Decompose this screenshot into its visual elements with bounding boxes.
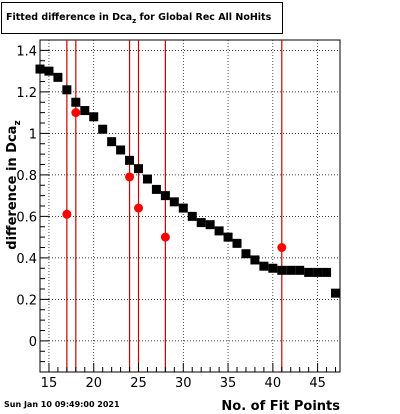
- x-tick-label: 30: [175, 376, 192, 391]
- data-point-square: [53, 72, 63, 82]
- data-point-square: [80, 106, 90, 116]
- y-tick-label: 0.2: [16, 293, 37, 308]
- x-tick-label: 35: [220, 376, 237, 391]
- data-points: [35, 64, 341, 298]
- data-point-square: [44, 66, 54, 76]
- y-tick-label: 0: [29, 335, 37, 350]
- y-tick-label: 1.4: [16, 44, 37, 59]
- data-point-square: [116, 145, 126, 155]
- data-point-square: [187, 211, 197, 221]
- y-axis-label-main: difference in Dca: [5, 126, 20, 250]
- data-point-square: [35, 64, 45, 74]
- data-point-square: [295, 265, 305, 275]
- x-axis-label: No. of Fit Points: [221, 399, 340, 414]
- data-point-square: [259, 261, 269, 271]
- data-point-circle: [125, 172, 135, 182]
- data-point-square: [268, 263, 278, 273]
- data-point-square: [125, 155, 135, 165]
- y-tick-label: 1.2: [16, 86, 37, 101]
- data-point-square: [241, 249, 251, 259]
- data-point-square: [196, 218, 206, 228]
- plot-frame: [39, 39, 341, 373]
- data-point-square: [169, 197, 179, 207]
- data-point-square: [277, 265, 287, 275]
- data-point-circle: [277, 243, 287, 252]
- data-point-square: [151, 184, 161, 194]
- data-point-circle: [62, 209, 72, 219]
- chart-title: Fitted difference in Dcaz for Global Rec…: [6, 12, 271, 25]
- data-point-circle: [160, 232, 170, 242]
- data-point-square: [98, 124, 108, 134]
- data-point-square: [89, 112, 99, 122]
- data-point-square: [331, 288, 341, 298]
- data-point-circle: [71, 108, 81, 118]
- y-tick-label: 1: [29, 127, 37, 142]
- x-tick-label: 45: [309, 376, 326, 391]
- data-point-square: [304, 267, 314, 277]
- data-point-square: [205, 220, 215, 230]
- y-axis-label-subscript: z: [13, 120, 23, 125]
- x-tick-label: 20: [85, 376, 102, 391]
- data-point-square: [107, 137, 117, 147]
- footer-timestamp: Sun Jan 10 09:49:00 2021: [4, 400, 120, 409]
- axis-ticks: 15 20 25 30 35 40 45 0 0.2 0.4 0.6 0.8 1 1.2 1.4: [16, 39, 337, 391]
- data-point-square: [160, 191, 170, 201]
- y-tick-label: 0.6: [16, 210, 37, 225]
- data-point-square: [313, 267, 323, 277]
- data-point-square: [178, 203, 188, 213]
- y-tick-label: 0.8: [16, 169, 37, 184]
- y-axis-label: difference in Dcaz: [5, 120, 23, 249]
- data-point-square: [134, 164, 144, 174]
- x-tick-label: 40: [265, 376, 282, 391]
- data-point-circle: [134, 203, 144, 213]
- x-tick-label: 15: [41, 376, 58, 391]
- grid-lines: [40, 40, 340, 372]
- data-point-square: [322, 267, 332, 277]
- data-point-square: [250, 255, 260, 265]
- x-tick-label: 25: [130, 376, 147, 391]
- data-point-square: [286, 265, 296, 275]
- data-point-square: [142, 174, 152, 184]
- data-point-square: [232, 238, 242, 248]
- data-point-square: [223, 232, 233, 242]
- y-tick-label: 0.4: [16, 252, 37, 267]
- chart-title-prefix: Fitted difference in Dca: [6, 12, 133, 23]
- chart-title-suffix: for Global Rec All NoHits: [136, 12, 272, 23]
- chart-title-subscript: z: [132, 17, 137, 25]
- data-point-square: [71, 97, 81, 107]
- data-point-square: [62, 85, 72, 95]
- data-point-square: [214, 226, 224, 236]
- chart-title-box: Fitted difference in Dcaz for Global Rec…: [1, 2, 283, 34]
